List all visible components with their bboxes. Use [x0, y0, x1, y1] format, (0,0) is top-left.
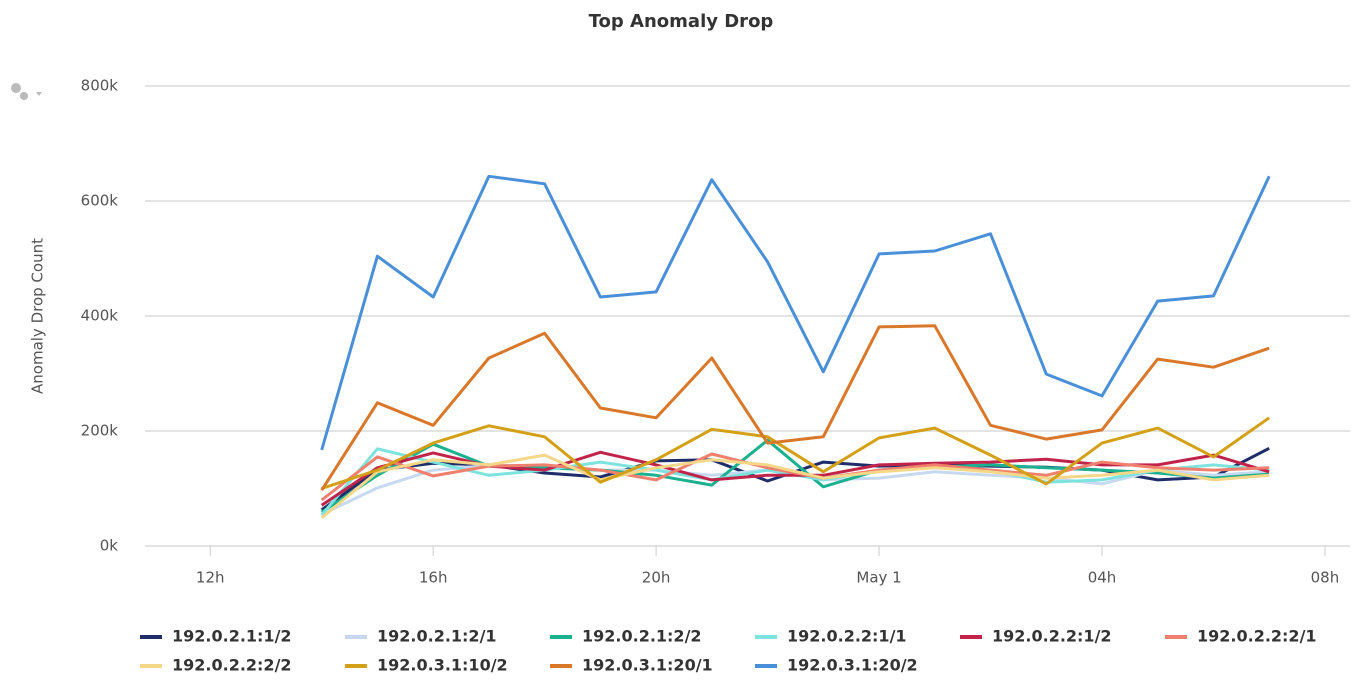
legend-label: 192.0.2.2:2/2: [172, 656, 292, 675]
legend-label: 192.0.3.1:20/1: [582, 656, 713, 675]
series-line: [321, 416, 1271, 490]
chart-title: Top Anomaly Drop: [589, 11, 774, 32]
series-line: [320, 453, 1270, 519]
gear[interactable]: [11, 83, 21, 93]
legend-label: 192.0.2.1:1/2: [172, 627, 292, 646]
y-tick-label: 400k: [81, 307, 119, 325]
legend-label: 192.0.2.1:2/1: [377, 627, 497, 646]
x-tick-label: 12h: [196, 569, 225, 587]
legend-label: 192.0.2.2:1/2: [992, 627, 1112, 646]
legend-label: 192.0.2.2:1/1: [787, 627, 907, 646]
y-tick-label: 200k: [81, 422, 119, 440]
legend-label: 192.0.3.1:10/2: [377, 656, 508, 675]
x-tick-label: May 1: [856, 569, 901, 587]
legend-label: 192.0.3.1:20/2: [787, 656, 918, 675]
y-tick-label: 800k: [81, 77, 119, 95]
settings-icon[interactable]: [11, 83, 42, 100]
x-tick-label: 20h: [642, 569, 671, 587]
x-tick-label: 04h: [1088, 569, 1117, 587]
series-line: [320, 174, 1271, 451]
y-tick-label: 600k: [81, 192, 119, 210]
x-tick-label: 16h: [419, 569, 448, 587]
x-tick-label: 08h: [1311, 569, 1340, 587]
legend-label: 192.0.2.1:2/2: [582, 627, 702, 646]
legend-label: 192.0.2.2:2/1: [1197, 627, 1317, 646]
y-axis-label: Anomaly Drop Count: [29, 238, 47, 394]
y-tick-label: 0k: [100, 537, 119, 555]
caret[interactable]: [36, 92, 42, 96]
gear[interactable]: [20, 92, 28, 100]
series-line: [320, 324, 1270, 492]
